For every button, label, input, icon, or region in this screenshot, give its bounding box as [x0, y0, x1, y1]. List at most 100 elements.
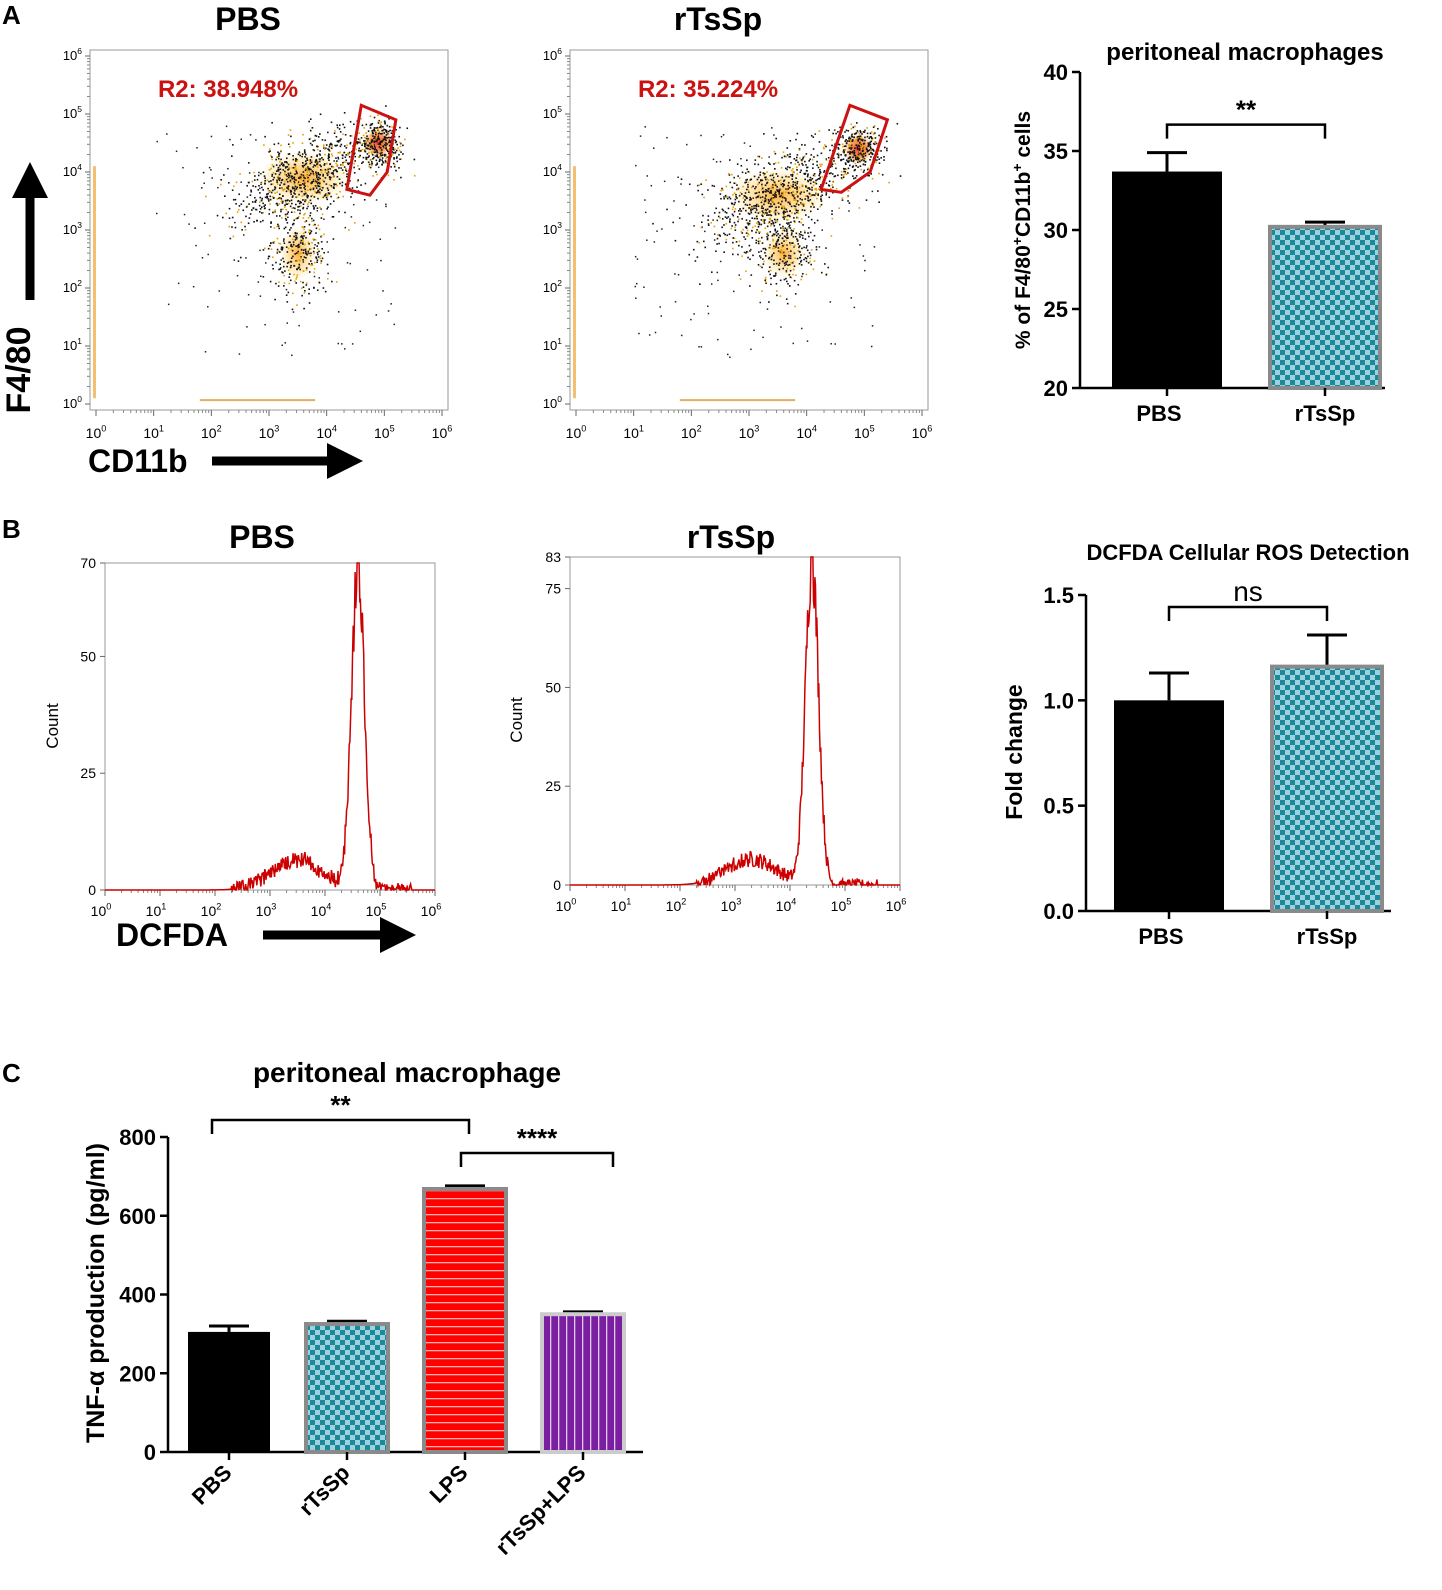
event-dot	[264, 182, 266, 185]
event-dot	[277, 178, 280, 180]
event-dot	[315, 227, 318, 230]
event-dot	[366, 135, 368, 137]
event-dot	[252, 207, 255, 210]
event-dot	[854, 154, 857, 157]
event-dot	[273, 188, 276, 191]
event-dot	[316, 261, 318, 264]
event-dot	[796, 173, 799, 175]
event-dot	[792, 170, 795, 173]
event-dot	[310, 183, 313, 186]
event-dot	[306, 157, 308, 160]
event-dot	[381, 144, 384, 146]
flow-rtssp-frame	[569, 49, 929, 411]
event-dot	[294, 280, 296, 283]
event-dot	[289, 266, 292, 269]
event-dot	[833, 160, 835, 162]
event-dot	[840, 158, 843, 161]
event-dot	[783, 278, 786, 281]
event-dot	[773, 134, 775, 136]
event-dot	[805, 185, 807, 187]
event-dot	[744, 238, 747, 240]
event-dot	[772, 176, 775, 179]
event-dot	[242, 209, 245, 212]
event-dot	[306, 207, 308, 210]
event-dot	[794, 305, 796, 308]
event-dot	[288, 276, 291, 278]
event-dot	[286, 301, 289, 303]
event-dot	[282, 188, 284, 191]
event-dot	[851, 150, 854, 153]
event-dot	[335, 135, 338, 138]
event-dot	[766, 171, 768, 173]
event-dot	[303, 228, 305, 231]
event-dot	[795, 208, 797, 211]
event-dot	[299, 260, 301, 262]
event-dot	[264, 177, 266, 179]
event-dot	[308, 249, 310, 252]
event-dot	[323, 164, 326, 166]
event-dot	[793, 158, 796, 160]
y-tick-label: 0	[88, 882, 96, 898]
x-tick-label: 103	[721, 897, 742, 914]
event-dot	[761, 157, 763, 159]
event-dot	[799, 171, 802, 174]
event-dot	[751, 208, 754, 211]
event-dot	[335, 145, 337, 147]
event-dot	[289, 241, 291, 244]
event-dot	[279, 184, 281, 186]
event-dot	[792, 261, 795, 263]
event-dot	[820, 165, 822, 168]
event-dot	[678, 217, 681, 219]
event-dot	[378, 137, 380, 140]
event-dot	[324, 139, 327, 142]
event-dot	[806, 186, 808, 189]
event-dot	[290, 190, 293, 193]
event-dot	[784, 197, 786, 199]
event-dot	[810, 134, 813, 137]
event-dot	[263, 144, 265, 146]
event-dot	[262, 211, 265, 214]
event-dot	[389, 141, 391, 143]
event-dot	[286, 187, 288, 189]
event-dot	[742, 207, 745, 210]
event-dot	[726, 217, 728, 219]
event-dot	[876, 159, 878, 161]
event-dot	[365, 137, 368, 140]
event-dot	[388, 148, 390, 151]
event-dot	[272, 172, 275, 174]
event-dot	[772, 197, 775, 199]
event-dot	[337, 342, 340, 345]
event-dot	[305, 284, 308, 286]
event-dot	[843, 150, 845, 153]
event-dot	[281, 249, 283, 251]
event-dot	[757, 212, 760, 214]
significance-label: **	[1236, 95, 1257, 125]
event-dot	[284, 170, 286, 173]
event-dot	[774, 191, 777, 193]
event-dot	[731, 173, 733, 176]
event-dot	[380, 154, 383, 157]
event-dot	[663, 180, 666, 183]
event-dot	[339, 124, 341, 127]
event-dot	[296, 236, 298, 239]
event-dot	[399, 158, 401, 161]
event-dot	[750, 248, 752, 251]
event-dot	[262, 219, 264, 222]
event-dot	[331, 216, 334, 218]
event-dot	[287, 269, 290, 272]
event-dot	[234, 198, 237, 201]
event-dot	[804, 198, 807, 200]
event-dot	[648, 334, 651, 336]
event-dot	[703, 196, 705, 199]
event-dot	[807, 174, 809, 177]
event-dot	[747, 183, 749, 186]
event-dot	[283, 285, 285, 287]
event-dot	[345, 168, 347, 170]
event-dot	[792, 273, 794, 276]
event-dot	[293, 187, 295, 190]
event-dot	[774, 162, 777, 164]
event-dot	[810, 218, 813, 221]
event-dot	[375, 164, 377, 166]
event-dot	[806, 190, 809, 192]
